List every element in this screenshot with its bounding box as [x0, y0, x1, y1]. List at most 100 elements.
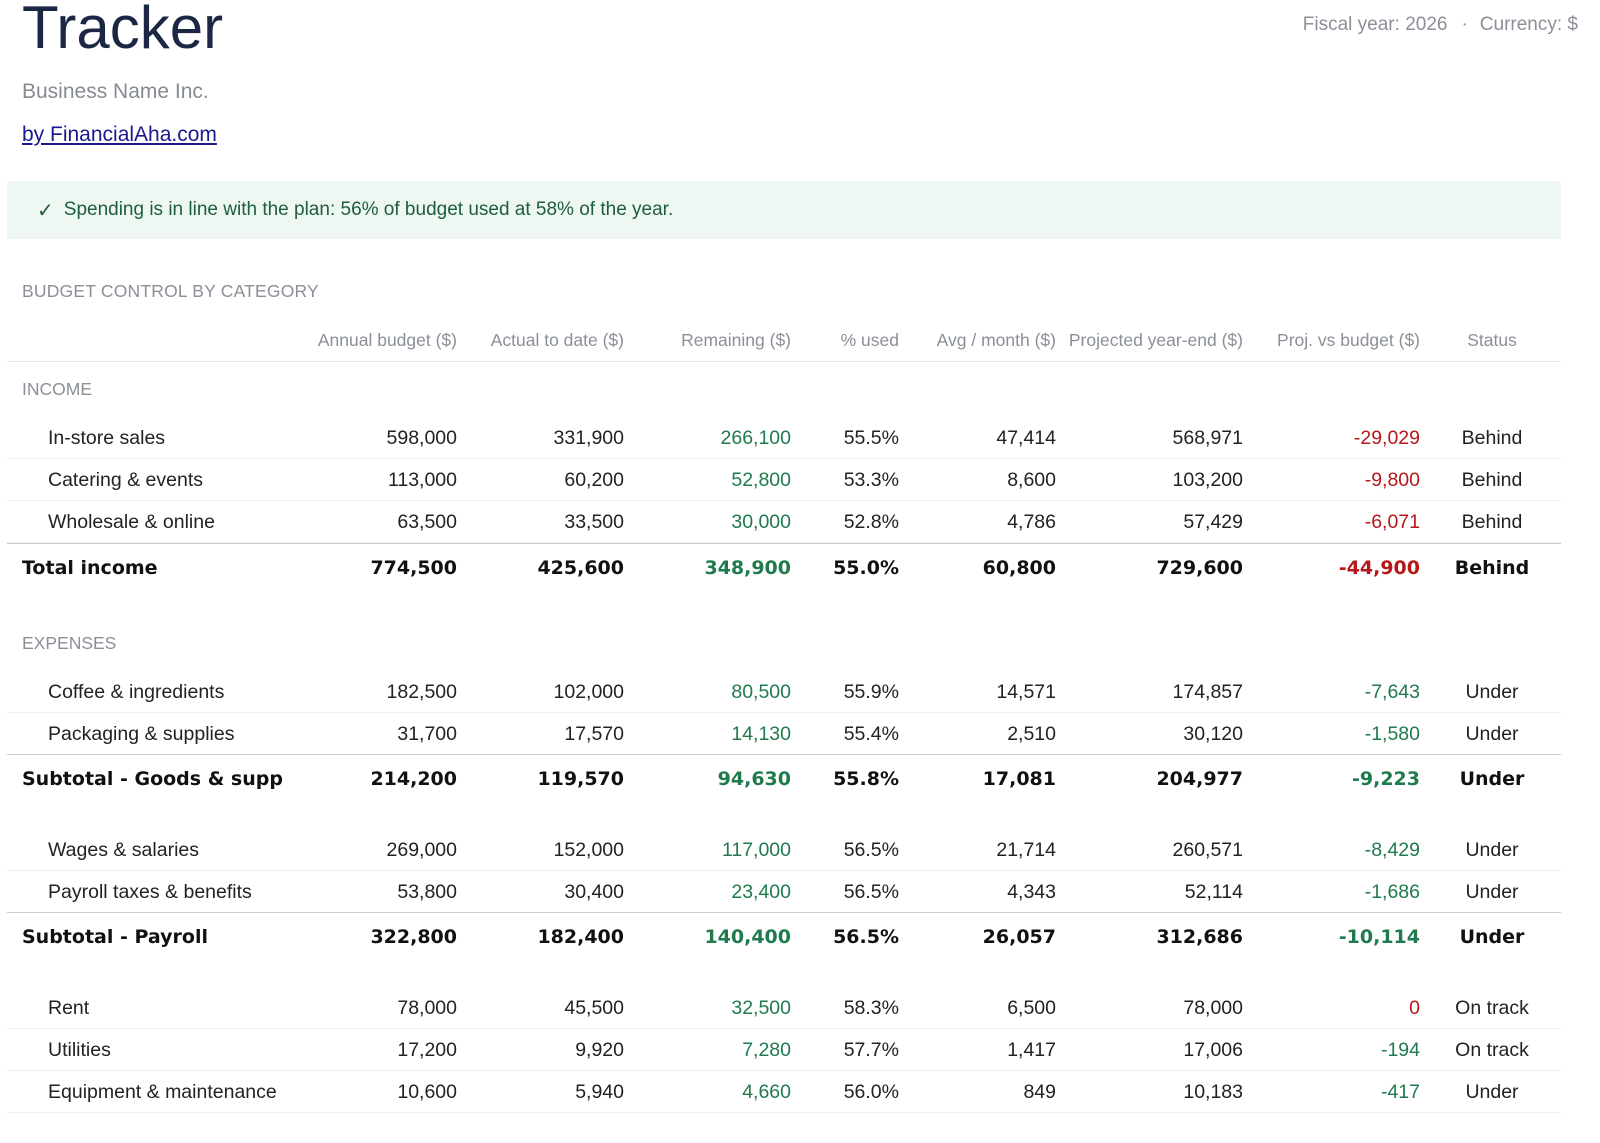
credit-link[interactable]: by FinancialAha.com [22, 123, 217, 146]
cell-avg: 4,786 [1007, 511, 1056, 533]
cell-remaining: 348,900 [704, 557, 791, 579]
cell-variance: -1,686 [1364, 881, 1420, 903]
cell-avg: 6,500 [1007, 997, 1056, 1019]
cell-remaining: 94,630 [717, 768, 791, 790]
category-name: Utilities [48, 1039, 111, 1061]
cell-projected: 174,857 [1172, 681, 1244, 703]
cell-projected: 57,429 [1183, 511, 1243, 533]
cell-budget: 78,000 [397, 997, 457, 1019]
table-row: Packaging & supplies 31,700 17,570 14,130 55… [7, 712, 1561, 755]
table-row: Equipment & maintenance 10,600 5,940 4,660 5… [7, 1070, 1561, 1113]
cell-remaining: 14,130 [731, 723, 791, 745]
table-row: Payroll taxes & benefits 53,800 30,400 23,4… [7, 870, 1561, 913]
report-meta: Fiscal year: 2026 · Currency: $ [1303, 14, 1578, 36]
cell-actual: 9,920 [575, 1039, 624, 1061]
cell-actual: 60,200 [564, 469, 624, 491]
cell-variance: 0 [1409, 997, 1420, 1019]
cell-budget: 322,800 [370, 926, 457, 948]
cell-budget: 63,500 [397, 511, 457, 533]
cell-avg: 17,081 [982, 768, 1056, 790]
cell-pct: 55.8% [833, 768, 899, 790]
cell-actual: 33,500 [564, 511, 624, 533]
cell-remaining: 23,400 [731, 881, 791, 903]
header-status[interactable]: Status [1467, 330, 1517, 350]
category-name: Payroll taxes & benefits [48, 881, 252, 903]
category-name: Subtotal - Goods & suppl [22, 768, 284, 790]
cell-avg: 4,343 [1007, 881, 1056, 903]
cell-budget: 10,600 [397, 1081, 457, 1103]
cell-budget: 31,700 [397, 723, 457, 745]
table-row: Utilities 17,200 9,920 7,280 57.7% 1,417 17,00… [7, 1028, 1561, 1071]
cell-budget: 17,200 [397, 1039, 457, 1061]
cell-avg: 8,600 [1007, 469, 1056, 491]
cell-actual: 17,570 [564, 723, 624, 745]
cell-pct: 55.0% [833, 557, 899, 579]
table-row: In-store sales 598,000 331,900 266,100 55.5%… [7, 416, 1561, 459]
cell-avg: 1,417 [1007, 1039, 1056, 1061]
subtotal-row-payroll: Subtotal - Payroll 322,800 182,400 140,400 5… [7, 912, 1561, 955]
cell-remaining: 140,400 [704, 926, 791, 948]
cell-projected: 312,686 [1156, 926, 1243, 948]
cell-avg: 21,714 [996, 839, 1056, 861]
cell-status: Under [1459, 768, 1525, 790]
cell-status: Under [1465, 723, 1519, 745]
cell-status: Under [1465, 881, 1519, 903]
cell-budget: 774,500 [370, 557, 457, 579]
category-name: Wholesale & online [48, 511, 215, 533]
cell-actual: 45,500 [564, 997, 624, 1019]
cell-projected: 260,571 [1172, 839, 1244, 861]
group-label-expenses: EXPENSES [22, 633, 117, 653]
cell-pct: 52.8% [843, 511, 899, 533]
cell-pct: 58.3% [843, 997, 899, 1019]
cell-projected: 30,120 [1183, 723, 1243, 745]
category-name: Catering & events [48, 469, 204, 491]
cell-projected: 204,977 [1156, 768, 1243, 790]
table-row: Catering & events 113,000 60,200 52,800 53.3… [7, 458, 1561, 501]
cell-projected: 103,200 [1172, 469, 1244, 491]
cell-projected: 10,183 [1183, 1081, 1243, 1103]
subtotal-row-goods: Subtotal - Goods & suppl 214,200 119,570 94… [7, 754, 1561, 797]
cell-avg: 47,414 [996, 427, 1056, 449]
cell-remaining: 266,100 [720, 427, 792, 449]
category-name: Subtotal - Payroll [22, 926, 208, 948]
cell-actual: 182,400 [537, 926, 624, 948]
cell-projected: 52,114 [1184, 881, 1243, 903]
header-projected[interactable]: Projected year-end ($) [1068, 330, 1243, 350]
cell-variance: -9,800 [1364, 469, 1420, 491]
cell-projected: 729,600 [1156, 557, 1243, 579]
cell-pct: 56.5% [843, 881, 899, 903]
cell-avg: 849 [1023, 1081, 1056, 1103]
table-row: Wages & salaries 269,000 152,000 117,000 56.… [7, 828, 1561, 871]
table-header: Annual budget ($) Actual to date ($) Rem… [7, 320, 1561, 362]
cell-status: Behind [1461, 427, 1523, 449]
cell-pct: 56.5% [833, 926, 899, 948]
cell-status: Behind [1454, 557, 1530, 579]
cell-remaining: 52,800 [731, 469, 791, 491]
cell-pct: 53.3% [843, 469, 899, 491]
header-avg-month[interactable]: Avg / month ($) [936, 330, 1056, 350]
header-annual-budget[interactable]: Annual budget ($) [317, 330, 457, 350]
cell-budget: 53,800 [397, 881, 457, 903]
category-name: Equipment & maintenance [48, 1081, 277, 1103]
table-row: Wholesale & online 63,500 33,500 30,000 52.8… [7, 500, 1561, 543]
header-pct-used[interactable]: % used [840, 330, 899, 350]
table-row: Coffee & ingredients 182,500 102,000 80,500… [7, 670, 1561, 713]
category-name: Rent [48, 997, 90, 1019]
cell-variance: -417 [1380, 1081, 1420, 1103]
cell-status: Behind [1461, 469, 1523, 491]
header-actual-to-date[interactable]: Actual to date ($) [490, 330, 624, 350]
cell-variance: -9,223 [1352, 768, 1420, 790]
category-name: Wages & salaries [48, 839, 200, 861]
cell-projected: 17,006 [1183, 1039, 1243, 1061]
header-proj-vs-budget[interactable]: Proj. vs budget ($) [1277, 330, 1420, 350]
cell-budget: 214,200 [370, 768, 457, 790]
currency: Currency: $ [1479, 14, 1578, 35]
cell-status: Under [1465, 839, 1519, 861]
cell-variance: -8,429 [1364, 839, 1420, 861]
cell-avg: 60,800 [982, 557, 1056, 579]
section-title: BUDGET CONTROL BY CATEGORY [22, 281, 319, 301]
category-name: Packaging & supplies [48, 723, 235, 745]
fiscal-year: Fiscal year: 2026 [1302, 14, 1448, 35]
header-remaining[interactable]: Remaining ($) [681, 330, 791, 350]
cell-projected: 78,000 [1183, 997, 1243, 1019]
